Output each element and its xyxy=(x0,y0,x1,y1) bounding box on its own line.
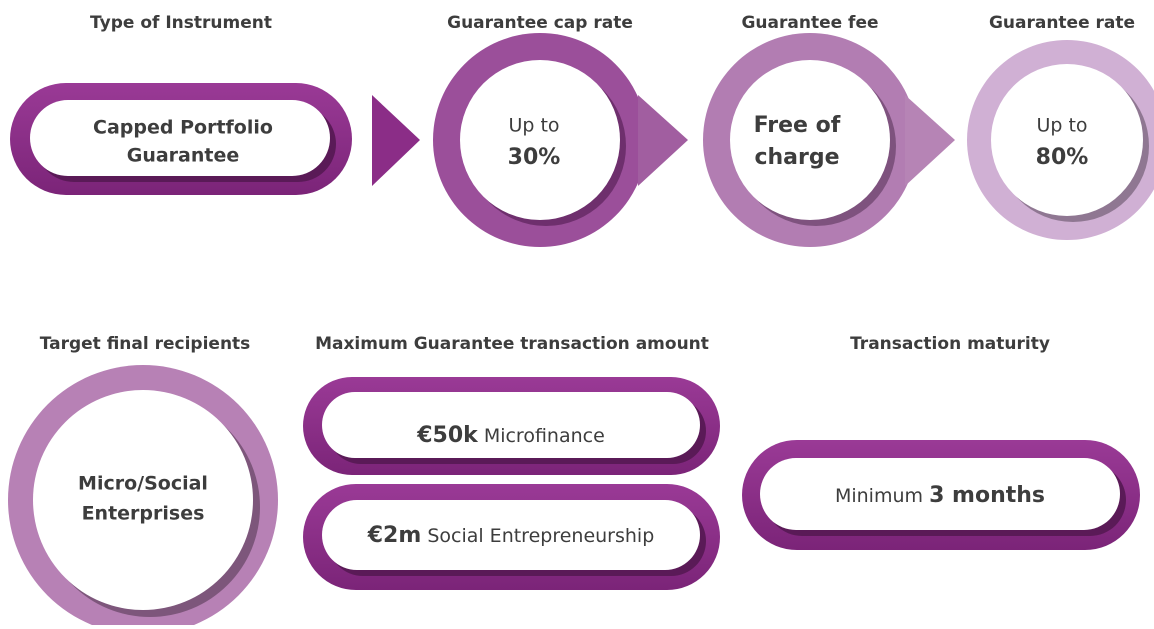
heading: Guarantee cap rate xyxy=(447,13,633,33)
heading: Maximum Guarantee transaction amount xyxy=(315,334,709,354)
arrow xyxy=(638,95,688,186)
label: Up to xyxy=(1036,115,1087,137)
label: €50k Microfinance xyxy=(416,423,605,448)
instrument-pill xyxy=(10,83,352,195)
cap-rate-circle xyxy=(433,33,647,247)
label: Free of xyxy=(754,113,841,138)
heading: Target final recipients xyxy=(40,334,251,354)
heading: Type of Instrument xyxy=(90,13,272,33)
label: Up to xyxy=(508,115,559,137)
label: €2m Social Entrepreneurship xyxy=(367,523,655,548)
arrow xyxy=(372,95,420,186)
rate-circle xyxy=(967,40,1154,240)
value: 80% xyxy=(1036,145,1089,170)
label: Micro/Social xyxy=(78,473,208,495)
recipients-circle xyxy=(8,365,278,629)
fee-circle xyxy=(703,33,917,247)
label: Minimum 3 months xyxy=(835,483,1045,508)
label: charge xyxy=(754,145,839,170)
arrow xyxy=(905,95,955,186)
heading: Guarantee rate xyxy=(989,13,1135,33)
label: Capped Portfolio xyxy=(93,117,273,139)
amount-pill xyxy=(303,484,720,590)
heading: Guarantee fee xyxy=(741,13,878,33)
value: 30% xyxy=(508,145,561,170)
label: Guarantee xyxy=(127,145,240,167)
label: Enterprises xyxy=(82,503,205,525)
heading: Transaction maturity xyxy=(850,334,1050,354)
amount-pill xyxy=(303,377,720,475)
maturity-pill xyxy=(742,440,1140,550)
